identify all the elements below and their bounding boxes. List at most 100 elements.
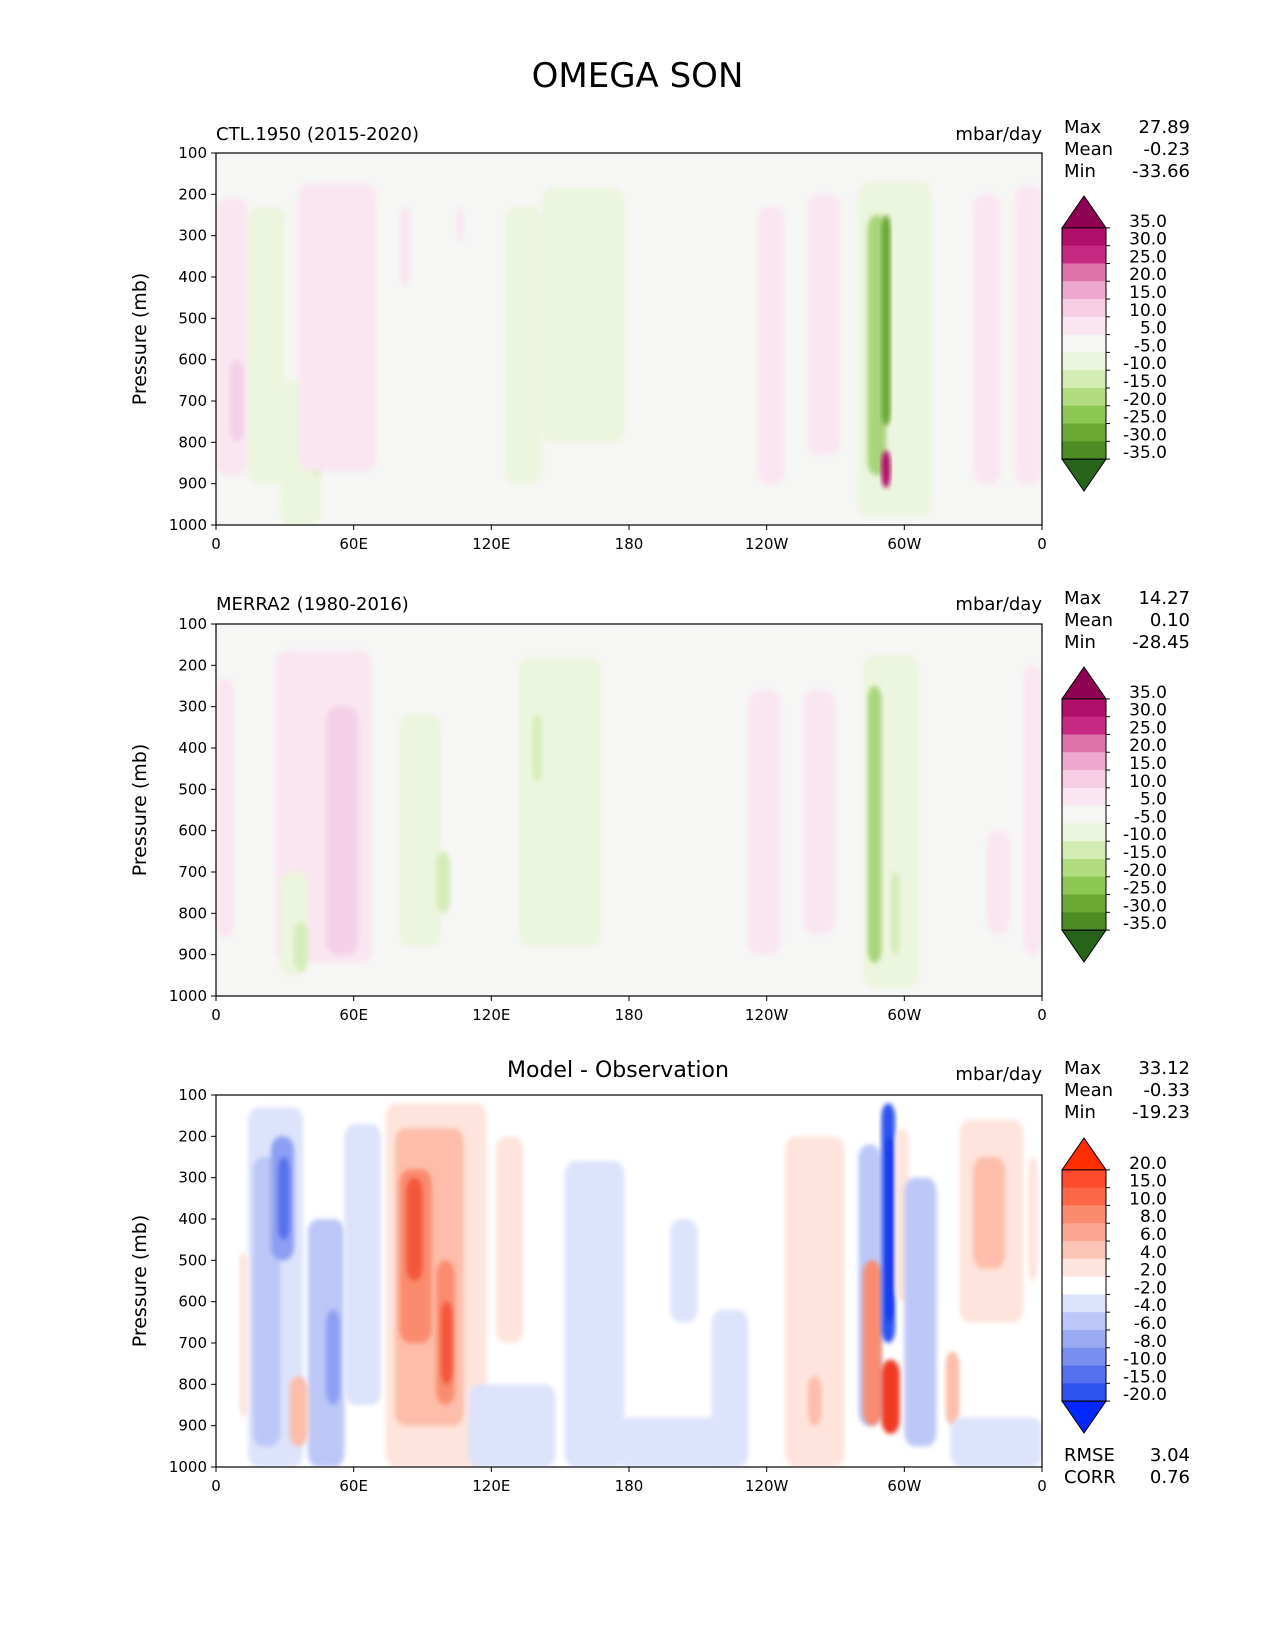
panel-3-field-pos-30 <box>945 1351 960 1426</box>
panel-1-left-title: CTL.1950 (2015-2020) <box>216 124 420 145</box>
panel-2-stat-min-value: -28.45 <box>1131 632 1190 653</box>
panel-3-rmse-value: 3.04 <box>1149 1445 1190 1466</box>
panel-2-ylabel: Pressure (mb) <box>129 744 151 877</box>
colorbar-tick-label: 10.0 <box>1129 301 1167 321</box>
panel-3-field-neg-20 <box>711 1309 749 1467</box>
panel-3-field-pos-24 <box>863 1260 882 1426</box>
panel-1-field-pos-1 <box>229 359 244 443</box>
colorbar-swatch <box>1062 912 1106 931</box>
panel-2-ytick-label: 200 <box>178 656 207 674</box>
panel-1-xtick-label: 0 <box>1037 535 1047 553</box>
colorbar-tick-label: -5.0 <box>1134 336 1167 356</box>
colorbar-tick-label: 30.0 <box>1129 230 1167 250</box>
panel-1-xtick-label: 60E <box>339 535 368 553</box>
panel-3-ytick-label: 800 <box>178 1375 207 1393</box>
colorbar-tick-label: -15.0 <box>1123 843 1167 863</box>
panel-3-stat-max-label: Max <box>1064 1058 1102 1079</box>
colorbar-swatch <box>1062 1312 1106 1331</box>
colorbar-swatch <box>1062 823 1106 842</box>
panel-2-field-neg-12 <box>867 686 882 963</box>
panel-3-colorbar: 20.015.010.08.06.04.02.0-2.0-4.0-6.0-8.0… <box>1061 1137 1167 1434</box>
colorbar-swatch <box>1062 405 1106 425</box>
colorbar-tick-label: -20.0 <box>1123 390 1167 410</box>
colorbar-swatch <box>1062 441 1106 460</box>
panel-3-field-neg-18 <box>617 1417 726 1467</box>
colorbar-swatch <box>1062 263 1106 282</box>
panel-1-colorbar: 35.030.025.020.015.010.05.0-5.0-10.0-15.… <box>1061 195 1167 492</box>
panel-3-field-neg-31 <box>950 1417 1042 1467</box>
panel-3-xtick-label: 120W <box>745 1477 789 1495</box>
panel-3-field-neg-26 <box>885 1136 893 1323</box>
colorbar-swatch <box>1062 1223 1106 1242</box>
panel-3-stat-min-label: Min <box>1064 1102 1096 1123</box>
colorbar-swatch <box>1062 734 1106 753</box>
panel-3-corr-value: 0.76 <box>1149 1467 1190 1488</box>
panel-2-stat-min-label: Min <box>1064 632 1096 653</box>
colorbar-swatch <box>1062 370 1106 389</box>
panel-3-field-neg-17 <box>564 1161 625 1467</box>
colorbar-swatch <box>1062 787 1106 807</box>
panel-3-field-pos-21 <box>785 1136 845 1467</box>
colorbar-tick-label: -4.0 <box>1134 1296 1167 1316</box>
colorbar-swatch <box>1062 1187 1106 1206</box>
panel-1-ylabel: Pressure (mb) <box>129 273 151 406</box>
panel-3-ytick-label: 1000 <box>169 1458 207 1476</box>
colorbar-swatch <box>1062 1258 1106 1278</box>
colorbar-frame <box>1061 1169 1107 1402</box>
panel-2-field-neg-6 <box>436 851 451 914</box>
panel-2-field-neg-7 <box>518 657 602 947</box>
panel-1-field-pos-7 <box>456 206 464 244</box>
panel-1-field-neg-8 <box>505 206 542 484</box>
panel-1-ytick-label: 400 <box>178 268 207 286</box>
colorbar-swatch <box>1062 1294 1106 1313</box>
panel-3-field-pos-6 <box>238 1252 249 1418</box>
panel-3-stat-mean-label: Mean <box>1064 1080 1114 1101</box>
colorbar-tick-label: -15.0 <box>1123 372 1167 392</box>
panel-1-xtick-label: 120W <box>745 535 789 553</box>
colorbar-swatch <box>1062 716 1106 735</box>
colorbar-tick-label: -30.0 <box>1123 425 1167 445</box>
panel-1-xtick-label: 0 <box>211 535 221 553</box>
panel-2-xtick-label: 0 <box>1037 1006 1047 1024</box>
colorbar-swatch <box>1062 876 1106 896</box>
panel-1-field-pos-17 <box>1014 186 1042 484</box>
panel-3-ytick-label: 300 <box>178 1169 207 1187</box>
colorbar-tick-label: -8.0 <box>1134 1332 1167 1352</box>
panel-2-ytick-label: 400 <box>178 739 207 757</box>
panel-2-colorbar: 35.030.025.020.015.010.05.0-5.0-10.0-15.… <box>1061 666 1167 963</box>
panel-1-field-neg-2 <box>248 206 285 484</box>
panel-2-xtick-label: 120W <box>745 1006 789 1024</box>
panel-2-stat-max-label: Max <box>1064 588 1102 609</box>
colorbar-tick-label: 20.0 <box>1129 736 1167 756</box>
colorbar-tick-label: -5.0 <box>1134 807 1167 827</box>
panel-3-field-pos-33 <box>973 1157 1006 1269</box>
panel-3-field-pos-7 <box>289 1376 308 1447</box>
panel-3-xtick-label: 120E <box>472 1477 510 1495</box>
colorbar-extend-bottom <box>1061 1400 1107 1434</box>
colorbar-tick-label: 2.0 <box>1140 1261 1167 1281</box>
panel-3-xtick-label: 0 <box>211 1477 221 1495</box>
panel-3-field-pos-12 <box>406 1177 423 1281</box>
panel-3-ytick-label: 500 <box>178 1251 207 1269</box>
panel-1-ytick-label: 1000 <box>169 516 207 534</box>
colorbar-tick-label: 6.0 <box>1140 1225 1167 1245</box>
panel-2-field-pos-9 <box>748 690 781 955</box>
colorbar-swatch <box>1062 770 1106 789</box>
colorbar-tick-label: 8.0 <box>1140 1207 1167 1227</box>
panel-1-field-neg-14 <box>881 215 891 426</box>
panel-1-ytick-label: 200 <box>178 185 207 203</box>
panel-2-ytick-label: 600 <box>178 822 207 840</box>
panel-2-field-neg-4 <box>294 921 308 972</box>
colorbar-swatch <box>1062 698 1106 718</box>
colorbar-extend-bottom <box>1061 929 1107 963</box>
panel-2-field-neg-8 <box>532 714 542 782</box>
colorbar-tick-label: 20.0 <box>1129 1154 1167 1174</box>
panel-3-xtick-label: 60W <box>887 1477 921 1495</box>
panel-2-stat-max-value: 14.27 <box>1138 588 1190 609</box>
colorbar-tick-label: -20.0 <box>1123 1385 1167 1405</box>
panel-2-field-pos-15 <box>1023 665 1042 955</box>
panel-2-xtick-label: 180 <box>615 1006 644 1024</box>
colorbar-swatch <box>1062 334 1106 353</box>
panel-2-ytick-label: 800 <box>178 904 207 922</box>
